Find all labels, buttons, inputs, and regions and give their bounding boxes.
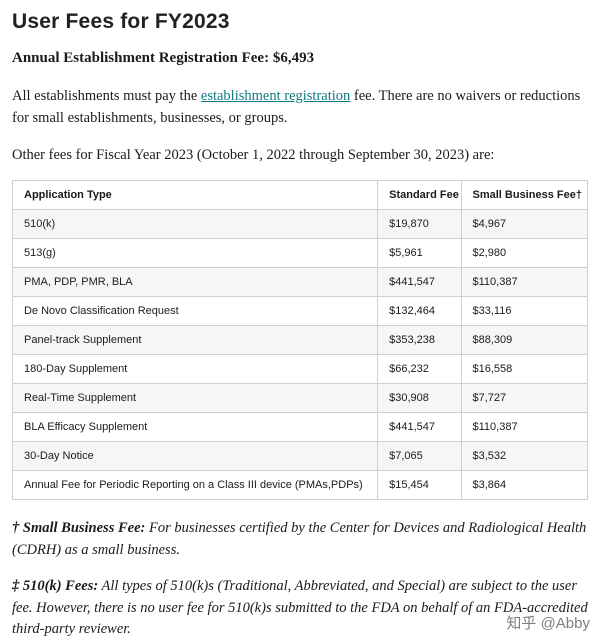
standard-fee-cell: $353,238 <box>377 325 462 356</box>
standard-fee-cell: $132,464 <box>377 296 462 327</box>
application-type-cell: PMA, PDP, PMR, BLA <box>11 267 379 298</box>
standard-fee-cell: $441,547 <box>377 412 462 443</box>
small-business-fee-cell: $4,967 <box>460 209 588 240</box>
standard-fee-cell: $441,547 <box>377 267 462 298</box>
application-type-cell: De Novo Classification Request <box>11 296 379 327</box>
standard-fee-cell: $7,065 <box>377 441 462 472</box>
small-business-footnote: † Small Business Fee: For businesses cer… <box>12 518 588 562</box>
table-row: Real-Time Supplement $30,908 $7,727 <box>11 383 588 414</box>
column-header-small-business-fee: Small Business Fee† <box>460 180 588 211</box>
table-row: PMA, PDP, PMR, BLA $441,547 $110,387 <box>11 267 588 298</box>
fees-510k-footnote: ‡ 510(k) Fees: All types of 510(k)s (Tra… <box>12 576 588 641</box>
table-row: 30-Day Notice $7,065 $3,532 <box>11 441 588 472</box>
other-fees-paragraph: Other fees for Fiscal Year 2023 (October… <box>12 146 495 163</box>
standard-fee-cell: $5,961 <box>377 238 462 269</box>
table-row: Panel-track Supplement $353,238 $88,309 <box>11 325 588 356</box>
footnote-label: † Small Business Fee: <box>12 520 146 537</box>
application-type-cell: Real-Time Supplement <box>11 383 379 414</box>
footnote-label: ‡ 510(k) Fees: <box>12 577 99 594</box>
standard-fee-cell: $15,454 <box>377 470 462 501</box>
intro-paragraph: All establishments must pay the establis… <box>12 85 588 130</box>
table-row: BLA Efficacy Supplement $441,547 $110,387 <box>11 412 588 443</box>
application-type-cell: Panel-track Supplement <box>11 325 379 356</box>
small-business-fee-cell: $3,864 <box>460 470 588 501</box>
standard-fee-cell: $66,232 <box>377 354 462 385</box>
standard-fee-cell: $30,908 <box>377 383 462 414</box>
table-header-row: Application Type Standard Fee Small Busi… <box>11 180 588 211</box>
page-title: User Fees for FY2023 <box>12 10 230 33</box>
table-row: De Novo Classification Request $132,464 $3… <box>11 296 588 327</box>
footnote-text: For businesses certified by the Center f… <box>12 520 587 559</box>
application-type-cell: 180-Day Supplement <box>11 354 379 385</box>
table-row: 513(g) $5,961 $2,980 <box>11 238 588 269</box>
application-type-cell: 30-Day Notice <box>11 441 379 472</box>
establishment-registration-link[interactable]: establishment registration <box>200 88 351 104</box>
application-type-cell: 510(k) <box>11 209 379 240</box>
small-business-fee-cell: $7,727 <box>460 383 588 414</box>
small-business-fee-cell: $110,387 <box>460 412 588 443</box>
small-business-fee-cell: $2,980 <box>460 238 588 269</box>
column-header-standard-fee: Standard Fee <box>377 180 462 211</box>
footnote-text: All types of 510(k)s (Traditional, Abbre… <box>12 577 588 638</box>
small-business-fee-cell: $110,387 <box>460 267 588 298</box>
column-header-application-type: Application Type <box>11 180 379 211</box>
application-type-cell: BLA Efficacy Supplement <box>11 412 379 443</box>
small-business-fee-cell: $33,116 <box>460 296 588 327</box>
registration-fee-heading: Annual Establishment Registration Fee: $… <box>12 50 315 66</box>
intro-text-post: fee. There are no waivers or reductions … <box>12 88 581 127</box>
table-row: 510(k) $19,870 $4,967 <box>11 209 588 240</box>
fee-table-body: 510(k) $19,870 $4,967 513(g) $5,961 $2,980 PMA… <box>11 209 588 501</box>
small-business-fee-cell: $88,309 <box>460 325 588 356</box>
application-type-cell: 513(g) <box>11 238 379 269</box>
fee-table: Application Type Standard Fee Small Busi… <box>11 180 588 501</box>
small-business-fee-cell: $16,558 <box>460 354 588 385</box>
table-row: Annual Fee for Periodic Reporting on a C… <box>11 470 588 501</box>
application-type-cell: Annual Fee for Periodic Reporting on a C… <box>11 470 379 501</box>
small-business-fee-cell: $3,532 <box>460 441 588 472</box>
standard-fee-cell: $19,870 <box>377 209 462 240</box>
table-row: 180-Day Supplement $66,232 $16,558 <box>11 354 588 385</box>
intro-text-pre: All establishments must pay the <box>12 88 201 104</box>
